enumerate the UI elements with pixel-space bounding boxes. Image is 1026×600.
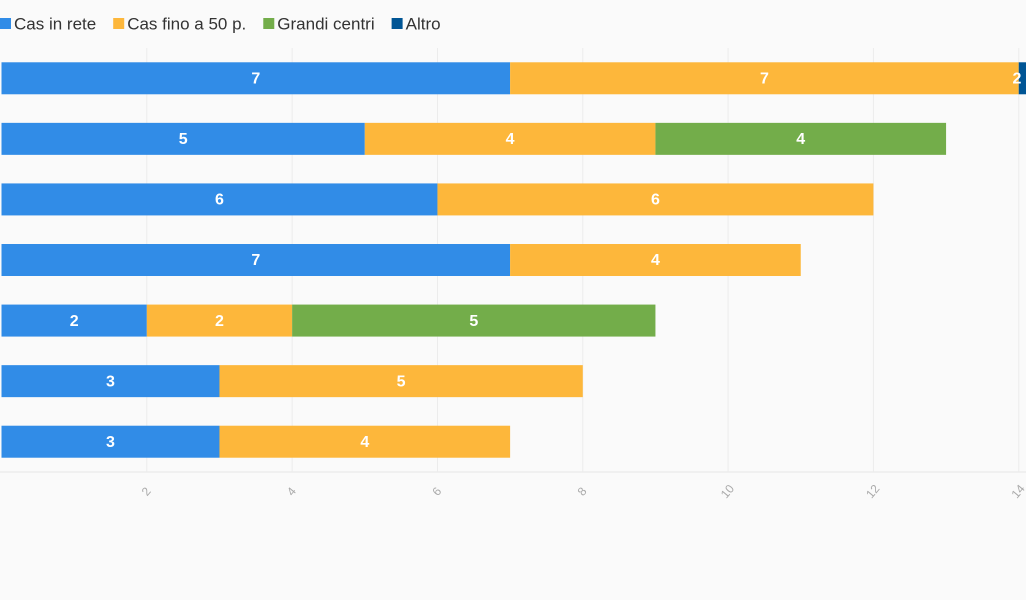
legend-swatch: [113, 18, 125, 29]
value-label: 4: [506, 131, 515, 148]
value-label: 6: [215, 192, 224, 209]
bar-segment: [1, 183, 438, 216]
bar-segment: [1, 244, 511, 276]
bar-segment: [1018, 62, 1026, 95]
x-tick-label: 4: [284, 484, 299, 498]
legend-swatch: [263, 18, 275, 29]
x-tick-label: 8: [575, 484, 590, 498]
value-label: 3: [106, 434, 115, 451]
bar-segment: [292, 304, 656, 337]
value-label: 3: [106, 373, 115, 390]
x-tick-label: 12: [863, 482, 883, 501]
bar-segment: [510, 62, 1019, 95]
bar-segment: [1, 122, 365, 155]
bar-segment: [1, 62, 511, 95]
bars: 7 7 2 5 4 4 6 6 7 4 2 2 5 3 5 3 4: [1, 62, 1026, 458]
value-label: 6: [651, 192, 660, 209]
value-label: 7: [760, 71, 769, 88]
bar-segment: [655, 122, 947, 155]
bar-segment: [437, 183, 874, 216]
value-label: 4: [651, 252, 660, 269]
value-label: 4: [360, 434, 369, 451]
bar-segment: [219, 425, 511, 458]
value-label: 4: [796, 131, 805, 148]
bar-segment: [1, 425, 220, 458]
legend-label: Cas fino a 50 p.: [127, 14, 246, 33]
x-tick-label: 10: [718, 482, 738, 501]
legend-label: Grandi centri: [277, 14, 374, 33]
bar-segment: [1, 304, 147, 337]
value-label: 5: [469, 313, 478, 330]
bar-segment: [146, 304, 293, 337]
legend-swatch: [391, 18, 403, 29]
value-label: 2: [215, 313, 224, 330]
value-label: 2: [1013, 71, 1022, 88]
bar-segment: [1, 365, 220, 398]
x-tick-label: 6: [429, 484, 444, 498]
legend-label: Altro: [406, 14, 441, 33]
value-label: 7: [251, 252, 260, 269]
x-tick-label: 14: [1008, 482, 1026, 501]
bar-segment: [364, 122, 656, 155]
value-label: 5: [397, 373, 406, 390]
bar-segment: [510, 244, 801, 276]
legend: Cas in rete Cas fino a 50 p. Grandi centri…: [0, 14, 441, 33]
bar-segment: [219, 365, 583, 398]
legend-label: Cas in rete: [14, 14, 96, 33]
value-label: 7: [251, 71, 260, 88]
x-tick-label: 2: [139, 484, 154, 498]
legend-swatch: [0, 18, 11, 29]
value-label: 5: [179, 131, 188, 148]
value-label: 2: [70, 313, 79, 330]
